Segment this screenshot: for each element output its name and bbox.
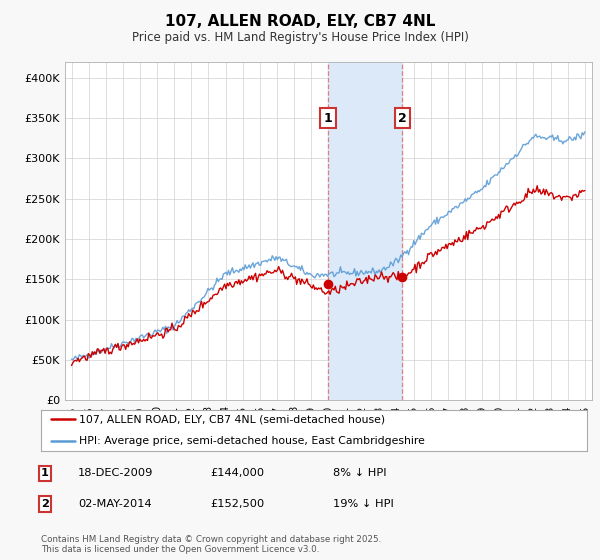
Text: HPI: Average price, semi-detached house, East Cambridgeshire: HPI: Average price, semi-detached house,… (79, 436, 425, 446)
Text: 1: 1 (41, 468, 49, 478)
Text: £144,000: £144,000 (210, 468, 264, 478)
Text: 2: 2 (41, 499, 49, 509)
Text: 1: 1 (323, 111, 332, 124)
Text: £152,500: £152,500 (210, 499, 264, 509)
Text: 18-DEC-2009: 18-DEC-2009 (78, 468, 154, 478)
Text: 2: 2 (398, 111, 407, 124)
Bar (328, 62, 403, 400)
Text: 02-MAY-2014: 02-MAY-2014 (78, 499, 152, 509)
Text: 19% ↓ HPI: 19% ↓ HPI (333, 499, 394, 509)
Text: Contains HM Land Registry data © Crown copyright and database right 2025.
This d: Contains HM Land Registry data © Crown c… (41, 535, 381, 554)
Text: 107, ALLEN ROAD, ELY, CB7 4NL: 107, ALLEN ROAD, ELY, CB7 4NL (165, 14, 435, 29)
Text: 107, ALLEN ROAD, ELY, CB7 4NL (semi-detached house): 107, ALLEN ROAD, ELY, CB7 4NL (semi-deta… (79, 414, 385, 424)
Text: 8% ↓ HPI: 8% ↓ HPI (333, 468, 386, 478)
Text: Price paid vs. HM Land Registry's House Price Index (HPI): Price paid vs. HM Land Registry's House … (131, 31, 469, 44)
